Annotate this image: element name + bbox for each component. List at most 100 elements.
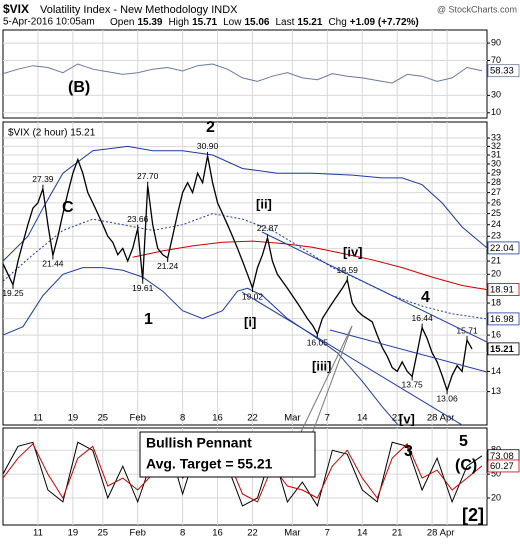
peak-label: 21.24 [157,261,179,271]
symbol: $VIX [3,2,29,16]
peak-label: 27.70 [137,171,159,181]
y-tick-label: 13 [491,386,501,396]
peak-label: 16.05 [307,337,329,347]
trend-line [261,231,487,343]
y-tick-label: 14 [491,366,501,376]
panel-main [2,121,488,426]
peak-label: 27.39 [32,174,54,184]
peak-label: 16.44 [411,313,433,323]
legend: $VIX (2 hour) 15.21 [8,128,96,139]
panel-top [2,29,488,119]
x-tick-label: Mar [284,413,300,424]
callout-text: Bullish Pennant [146,435,252,451]
y-tick-label: 30 [491,90,501,100]
series-line [3,213,487,320]
value-badge [487,64,520,78]
wave-label: [ii] [256,196,272,211]
wave-label: [v] [399,411,415,426]
y-tick-label: 25 [491,208,501,218]
series-line [3,441,483,508]
value-badge-label: 18.91 [490,285,514,296]
y-tick-label: 30 [491,158,501,168]
y-tick-label: 32 [491,141,501,151]
value-badge-label: 73.08 [490,451,514,462]
peak-label: 13.75 [402,380,424,390]
series-line [3,145,487,262]
y-tick-label: 23 [491,231,501,241]
x-tick-label: 8 [180,528,185,539]
peak-label: 22.87 [257,223,279,233]
x-tick-label: 21 [392,413,403,424]
quote-value: 15.39 [137,17,162,28]
wave-label: (C) [455,457,477,474]
source: @ StockCharts.com [437,4,517,14]
panel-plot [3,30,487,118]
peak-label: 15.71 [456,325,478,335]
wave-label: [iii] [312,358,332,373]
y-tick-label: 33 [491,132,501,142]
value-badge-label: 58.33 [490,66,514,77]
value-badge [487,342,520,356]
peak-label: 30.90 [197,141,219,151]
value-badge [487,283,520,297]
wave-label: [2] [462,505,484,525]
x-tick-label: 16 [212,528,223,539]
x-tick-label: 14 [357,413,368,424]
x-tick-label: 19 [68,528,79,539]
y-tick-label: 20 [491,269,501,279]
y-tick-label: 10 [491,107,501,117]
series-line [3,63,483,84]
x-tick-label: 22 [247,413,258,424]
x-tick-label: 25 [98,528,109,539]
header-title: Volatility Index - New Methodology INDX [40,4,238,16]
y-tick-label: 24 [491,219,501,229]
value-badge-label: 22.04 [490,243,514,254]
x-tick-label: 8 [180,413,185,424]
series-line [3,443,483,503]
x-tick-label: Feb [130,528,146,539]
x-tick-label: Apr [440,413,455,424]
callout-pointer [311,325,353,435]
series-line [132,240,487,291]
quote-value: +1.09 (+7.72%) [350,17,419,28]
wave-label: 4 [421,289,430,306]
quote-label: Open [110,17,134,28]
value-badge [487,459,520,473]
peak-label: 19.59 [337,265,359,275]
callout-box [139,431,316,478]
x-tick-label: 14 [357,528,368,539]
y-tick-label: 18 [491,297,501,307]
quote: Open 15.39 High 15.71 Low 15.06 Last 15.21 Chg +1… [110,17,419,28]
trend-line [329,329,487,373]
x-tick-label: Feb [130,413,146,424]
wave-label: 3 [404,443,413,460]
channel [241,231,487,425]
x-tick-label: Mar [284,528,300,539]
callout-pointer [299,325,353,435]
value-badge [487,241,520,255]
y-tick-label: 70 [491,55,501,65]
quote-value: 15.21 [297,17,322,28]
peak-label: 13.06 [436,394,458,404]
y-tick-label: 50 [491,468,501,478]
peak-label: 21.44 [42,259,64,269]
value-badge-label: 15.21 [490,344,514,355]
x-tick-label: 28 [427,528,438,539]
wave-label: 2 [206,119,215,136]
x-tick-label: 28 [427,413,438,424]
series-line [3,155,473,393]
date: 5-Apr-2016 10:05am [3,17,95,28]
quote-label: High [169,17,190,28]
wave-label: [iv] [343,244,363,259]
quote-label: Low [223,17,242,28]
x-tick-label: 11 [33,528,43,539]
x-tick-label: 25 [98,413,109,424]
quote-label: Chg [328,17,346,28]
x-tick-label: 7 [325,413,330,424]
y-tick-label: 26 [491,197,501,207]
y-tick-label: 16 [491,329,501,339]
x-tick-label: 22 [247,528,258,539]
y-tick-label: 21 [491,255,501,265]
value-badge-label: 16.98 [490,314,514,325]
wave-label: C [62,199,74,216]
